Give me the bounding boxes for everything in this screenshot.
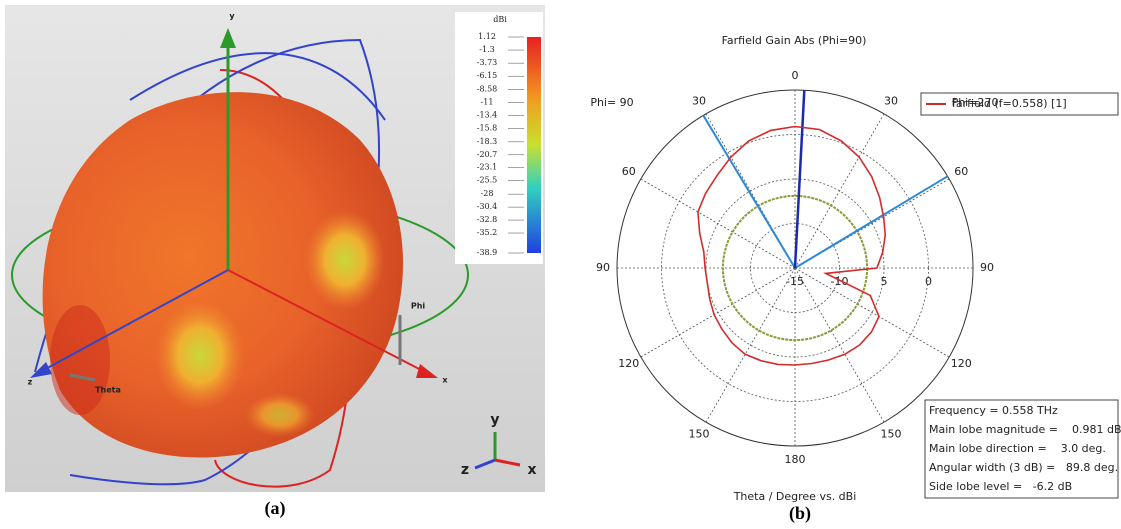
axis-label: x	[442, 376, 448, 385]
colorbar-tick-label: -11	[481, 97, 494, 106]
colorbar-tick-label: -8.58	[477, 84, 498, 93]
colorbar-tick-label: 1.12	[478, 32, 496, 41]
angle-tick-label: 120	[618, 357, 639, 370]
figure: dBi 1.12 -1.3 -3.73 -6.15 -8.58 -11 -13.4 -15.8 -…	[0, 0, 1121, 529]
angle-tick-label: 150	[689, 427, 710, 440]
colorbar-tick-label: -1.3	[479, 45, 494, 54]
info-line: Main lobe direction = 3.0 deg.	[929, 442, 1106, 455]
axis-label: y	[490, 412, 499, 428]
angle-tick-label: 150	[881, 427, 902, 440]
colorbar-tick-label: -3.73	[477, 58, 498, 67]
colorbar	[527, 37, 541, 253]
info-line: Side lobe level = -6.2 dB	[929, 480, 1072, 493]
info-line: Angular width (3 dB) = 89.8 deg.	[929, 461, 1118, 474]
grid-spoke	[641, 179, 795, 268]
axis-label: Theta	[95, 386, 121, 395]
axis-label: z	[461, 462, 469, 478]
side-label: Phi=270	[952, 96, 999, 109]
colorbar-tick-label: -30.4	[477, 202, 498, 211]
beam-edge	[703, 115, 795, 268]
pattern-null	[155, 300, 245, 410]
chart-title: Farfield Gain Abs (Phi=90)	[722, 34, 867, 47]
colorbar-tick-label: -38.9	[477, 248, 498, 257]
r-tick-label: 5	[881, 275, 888, 288]
pattern-max	[50, 305, 110, 415]
grid-spoke	[706, 268, 795, 422]
colorbar-tick-label: -32.8	[477, 215, 498, 224]
info-line: Frequency = 0.558 THz	[929, 404, 1058, 417]
colorbar-tick-label: -20.7	[477, 150, 498, 159]
colorbar-tick-label: -35.2	[477, 228, 498, 237]
panel-a: dBi 1.12 -1.3 -3.73 -6.15 -8.58 -11 -13.4 -15.8 -…	[5, 5, 545, 492]
angle-tick-label: 90	[596, 261, 610, 274]
angle-tick-label: 60	[954, 165, 968, 178]
grid-spoke	[795, 114, 884, 268]
side-label: Phi= 90	[590, 96, 633, 109]
angle-tick-label: 30	[692, 95, 706, 108]
angle-tick-label: 60	[622, 165, 636, 178]
angle-tick-label: 0	[792, 69, 799, 82]
colorbar-tick-label: -15.8	[477, 123, 498, 132]
colorbar-tick-label: -18.3	[477, 137, 498, 146]
colorbar-tick-label: -28	[481, 189, 494, 198]
beam-edge	[795, 176, 948, 268]
pattern-null	[245, 393, 315, 437]
info-line: Main lobe magnitude = 0.981 dBi	[929, 423, 1121, 436]
axis-label: y	[229, 12, 235, 21]
axis-label: z	[28, 378, 33, 387]
axis-label: Phi	[411, 302, 426, 311]
pattern-null	[305, 210, 385, 310]
grid-spoke	[795, 268, 884, 422]
angle-tick-label: 30	[884, 95, 898, 108]
axis-label: x	[527, 462, 536, 478]
colorbar-tick-label: -6.15	[477, 71, 498, 80]
colorbar-tick-label: -13.4	[477, 110, 498, 119]
caption: (a)	[265, 498, 286, 519]
angle-tick-label: 90	[980, 261, 994, 274]
grid-spoke	[641, 268, 795, 357]
colorbar-title: dBi	[493, 15, 507, 24]
colorbar-tick-label: -25.5	[477, 176, 498, 185]
caption: (b)	[789, 503, 811, 524]
angle-tick-label: 180	[785, 453, 806, 466]
angle-tick-label: 120	[951, 357, 972, 370]
r-tick-label: 0	[925, 275, 932, 288]
x-axis-label: Theta / Degree vs. dBi	[733, 490, 857, 503]
colorbar-tick-label: -23.1	[477, 163, 498, 172]
